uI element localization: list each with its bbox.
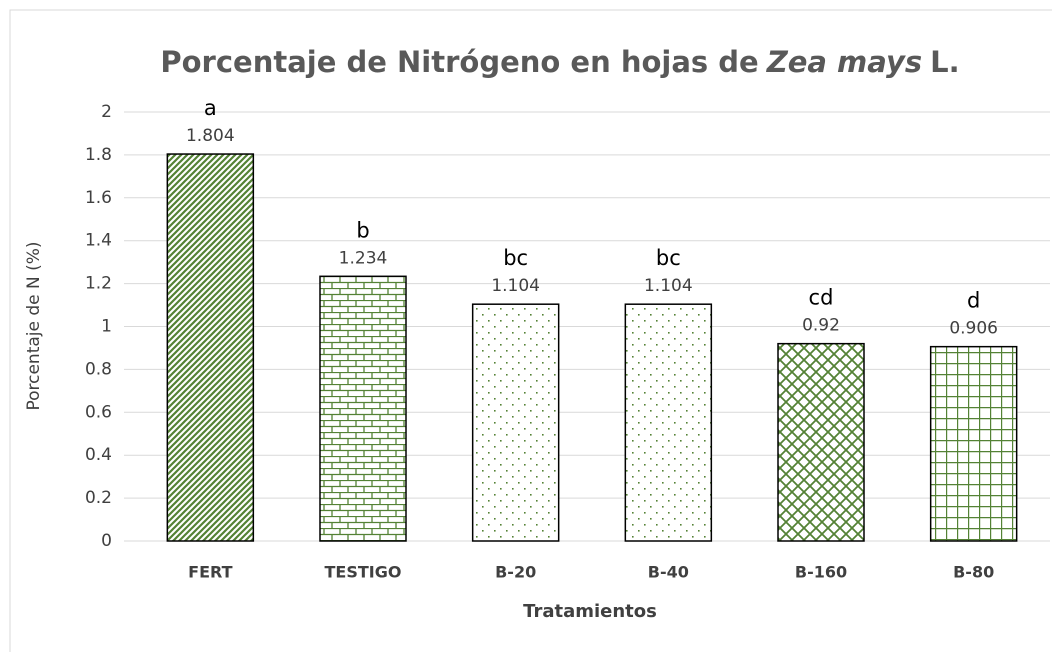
x-tick-label: FERT (188, 563, 232, 582)
y-tick-label: 1 (101, 317, 112, 337)
y-tick-label: 2 (101, 102, 112, 122)
x-tick-label: B-160 (795, 563, 847, 582)
x-tick-label: B-20 (495, 563, 536, 582)
annotation: d (967, 289, 980, 313)
data-label: 1.234 (339, 248, 388, 268)
y-tick-label: 1.6 (85, 188, 112, 208)
y-tick-label: 0.6 (85, 402, 112, 422)
y-tick-label: 1.4 (85, 231, 112, 251)
annotation: b (356, 218, 369, 242)
chart-title: Porcentaje de Nitrógeno en hojas de Zea m… (160, 45, 959, 79)
y-tick-label: 1.8 (85, 145, 112, 165)
bar (624, 303, 713, 542)
title-part: L. (930, 45, 960, 79)
y-tick-label: 0.4 (85, 445, 112, 465)
x-tick-label: B-80 (953, 563, 994, 582)
annotation: cd (809, 286, 834, 310)
annotation: a (204, 96, 217, 120)
x-tick-label: TESTIGO (325, 563, 402, 582)
data-label: 1.104 (491, 276, 540, 296)
bar (471, 303, 560, 542)
annotation: bc (656, 246, 681, 270)
title-part: Porcentaje de Nitrógeno en hojas de (160, 45, 758, 79)
x-axis-label: Tratamientos (523, 601, 657, 622)
annotation: bc (503, 246, 528, 270)
y-tick-label: 0.8 (85, 359, 112, 379)
x-tick-label: B-40 (648, 563, 689, 582)
data-label: 0.906 (949, 319, 998, 339)
y-tick-label: 0.2 (85, 488, 112, 508)
bar (929, 345, 1018, 542)
y-tick-label: 1.2 (85, 274, 112, 294)
bar (777, 342, 865, 542)
data-label: 1.104 (644, 276, 693, 296)
data-label: 1.804 (186, 126, 235, 146)
bar (319, 275, 407, 542)
y-tick-label: 0 (101, 531, 112, 551)
data-label: 0.92 (802, 316, 840, 336)
y-axis-label: Porcentaje de N (%) (24, 241, 44, 410)
title-part: Zea mays (766, 45, 922, 79)
bar (166, 153, 255, 542)
